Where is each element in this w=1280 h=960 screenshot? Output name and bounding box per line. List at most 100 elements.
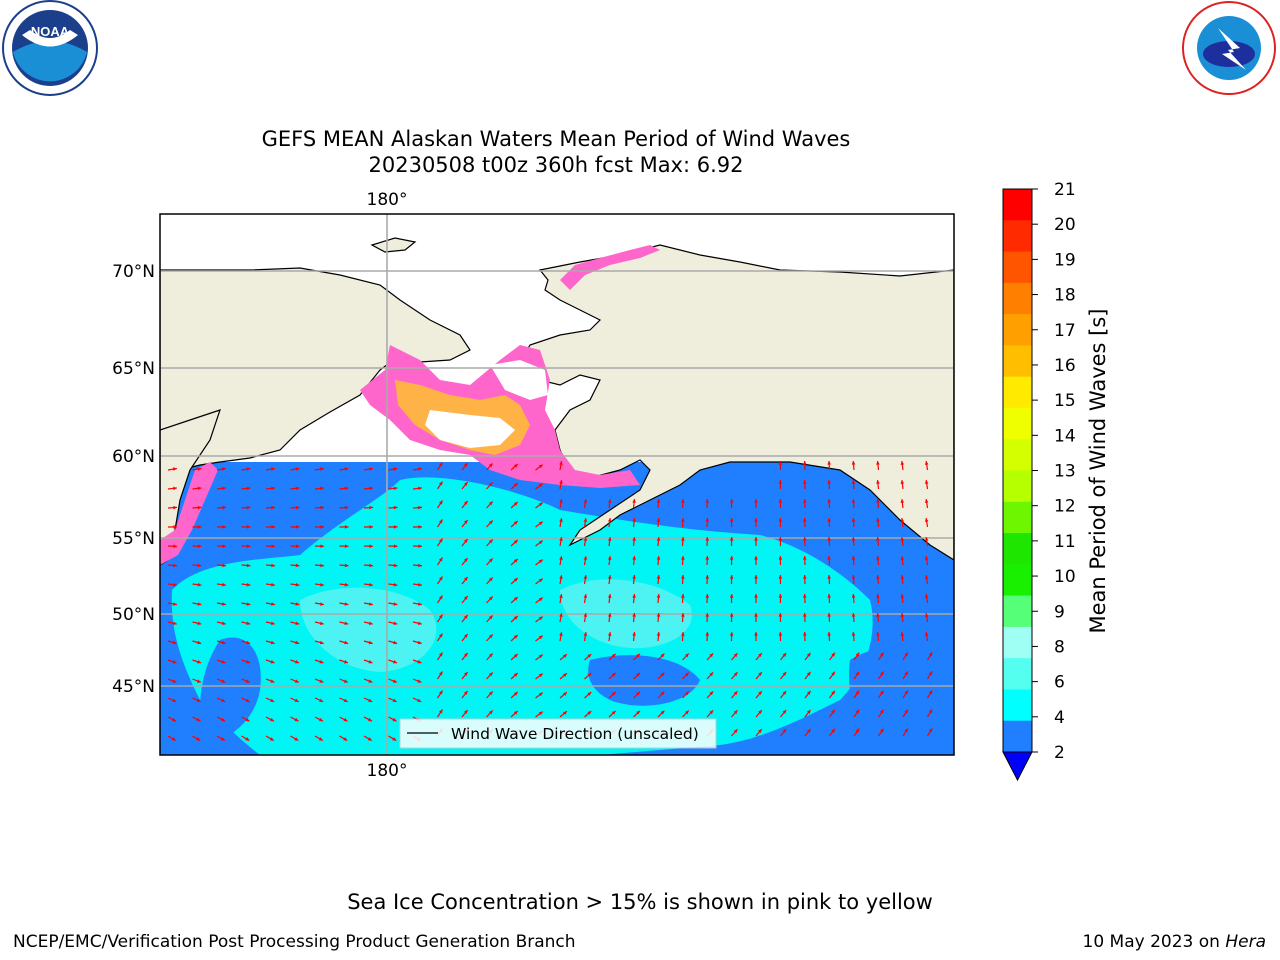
wind-wave-arrowhead <box>855 709 860 714</box>
graticule <box>160 214 954 755</box>
wind-wave-arrowhead <box>562 654 567 658</box>
wind-wave-arrowhead <box>488 482 493 487</box>
wind-wave-arrowhead <box>538 521 543 526</box>
wind-wave-arrowhead <box>295 505 300 510</box>
wind-wave-arrowhead <box>806 728 811 733</box>
wind-wave-arrowhead <box>196 737 201 741</box>
wind-wave-arrowhead <box>855 671 860 676</box>
wind-wave-arrowhead <box>802 556 807 560</box>
wind-wave-arrowhead <box>880 652 884 657</box>
wind-wave-arrowhead <box>197 544 202 548</box>
wind-wave-arrowhead <box>656 518 661 522</box>
wind-wave-arrowhead <box>438 500 443 505</box>
wind-wave-arrowhead <box>488 558 493 563</box>
lat-label-50: 50°N <box>112 605 155 625</box>
wind-wave-arrowhead <box>924 518 929 522</box>
sea-ice-note: Sea Ice Concentration > 15% is shown in … <box>347 890 933 914</box>
wind-wave-arrowhead <box>392 717 397 722</box>
wind-wave-arrowhead <box>463 481 468 486</box>
sea-ice-white <box>490 360 548 400</box>
wind-wave-arrowhead <box>197 602 202 606</box>
wind-wave-arrowhead <box>369 602 373 606</box>
wind-wave-arrowhead <box>778 537 783 541</box>
wind-wave-arrowhead <box>538 540 543 545</box>
wind-wave-arrowhead <box>197 660 202 664</box>
wind-wave-arrowhead <box>271 486 275 491</box>
wind-wave-arrowhead <box>778 499 783 503</box>
wind-wave-arrowhead <box>632 613 636 617</box>
wind-wave-arrowhead <box>782 729 787 733</box>
wind-wave-arrowhead <box>904 652 908 657</box>
wind-wave-arrowhead <box>368 698 373 702</box>
wind-wave-arrowhead <box>343 698 348 702</box>
wind-wave-arrowhead <box>418 467 422 471</box>
wind-wave-arrowhead <box>607 594 612 598</box>
wind-wave-arrowhead <box>369 467 373 471</box>
wind-wave-arrowhead <box>924 575 929 579</box>
wind-wave-arrowhead <box>319 640 324 645</box>
wind-wave-arrowhead <box>827 480 831 484</box>
wind-wave-arrowhead <box>876 594 880 598</box>
wind-wave-arrowhead <box>583 518 588 522</box>
wind-wave-arrowhead <box>733 691 738 696</box>
wind-wave-arrowhead <box>488 710 493 715</box>
wind-wave-arrowhead <box>851 518 856 522</box>
wind-wave-arrowhead <box>904 671 908 676</box>
colorbar-label: Mean Period of Wind Waves [s] <box>1086 309 1110 634</box>
wind-wave-arrowhead <box>393 582 398 587</box>
wind-wave-arrowhead <box>559 499 563 503</box>
lat-label-60: 60°N <box>112 447 155 467</box>
wind-wave-arrowhead <box>463 671 468 676</box>
wind-wave-arrowhead <box>369 582 373 587</box>
wind-wave-arrowhead <box>656 632 661 636</box>
wind-wave-arrowhead <box>904 728 908 733</box>
wind-wave-arrowhead <box>636 710 641 715</box>
colorbar-tick-label: 20 <box>1054 215 1076 235</box>
wind-wave-arrowhead <box>587 673 592 677</box>
wind-wave-arrowhead <box>246 602 251 606</box>
wind-wave-arrowhead <box>583 632 588 636</box>
wind-wave-arrowhead <box>587 654 592 658</box>
wind-wave-arrowhead <box>513 616 518 620</box>
wind-wave-arrowhead <box>754 632 758 636</box>
wind-wave-arrowhead <box>729 613 734 617</box>
wind-wave-arrowhead <box>513 654 518 658</box>
wind-wave-arrowhead <box>733 729 738 734</box>
wind-wave-arrowhead <box>559 461 563 465</box>
wind-wave-arrowhead <box>245 679 250 683</box>
wind-wave-arrowhead <box>344 544 349 548</box>
wind-wave-arrowhead <box>729 556 734 560</box>
wind-wave-arrowhead <box>344 486 349 491</box>
wind-wave-arrowhead <box>758 653 762 658</box>
wind-wave-arrowhead <box>222 582 226 587</box>
wind-wave-arrowhead <box>463 519 468 524</box>
wind-wave-arrowhead <box>513 540 518 544</box>
chart-subtitle: 20230508 t00z 360h fcst Max: 6.92 <box>368 153 744 177</box>
wind-wave-arrowhead <box>559 632 563 636</box>
wind-wave-arrowhead <box>632 556 636 560</box>
sea-ice-north-coast <box>560 245 660 290</box>
wind-wave-arrowhead <box>320 486 324 491</box>
wind-wave-arrowhead <box>246 660 251 664</box>
wind-wave-arrowhead <box>754 499 758 503</box>
wind-wave-arrowhead <box>270 640 275 645</box>
wind-wave-arrowhead <box>271 602 275 606</box>
wind-wave-arrowhead <box>438 633 443 638</box>
wind-wave-arrowhead <box>320 582 324 587</box>
wind-wave-arrowhead <box>778 480 783 484</box>
wind-wave-arrowhead <box>900 499 905 503</box>
wind-wave-arrowhead <box>681 518 685 522</box>
map-legend: Wind Wave Direction (unscaled) <box>399 718 717 749</box>
period-2-4-patch <box>849 645 954 755</box>
colorbar-segment <box>1003 533 1032 565</box>
wind-wave-arrowhead <box>488 634 493 639</box>
wind-wave-arrowhead <box>344 660 349 664</box>
wind-wave-arrowhead <box>246 563 251 568</box>
wind-wave-arrowhead <box>222 505 226 510</box>
wind-wave-arrowhead <box>733 710 738 715</box>
wind-wave-arrowhead <box>611 691 616 696</box>
wind-wave-arrowhead <box>246 486 251 491</box>
wind-wave-arrowhead <box>368 679 373 683</box>
wind-wave-arrowhead <box>538 673 543 678</box>
